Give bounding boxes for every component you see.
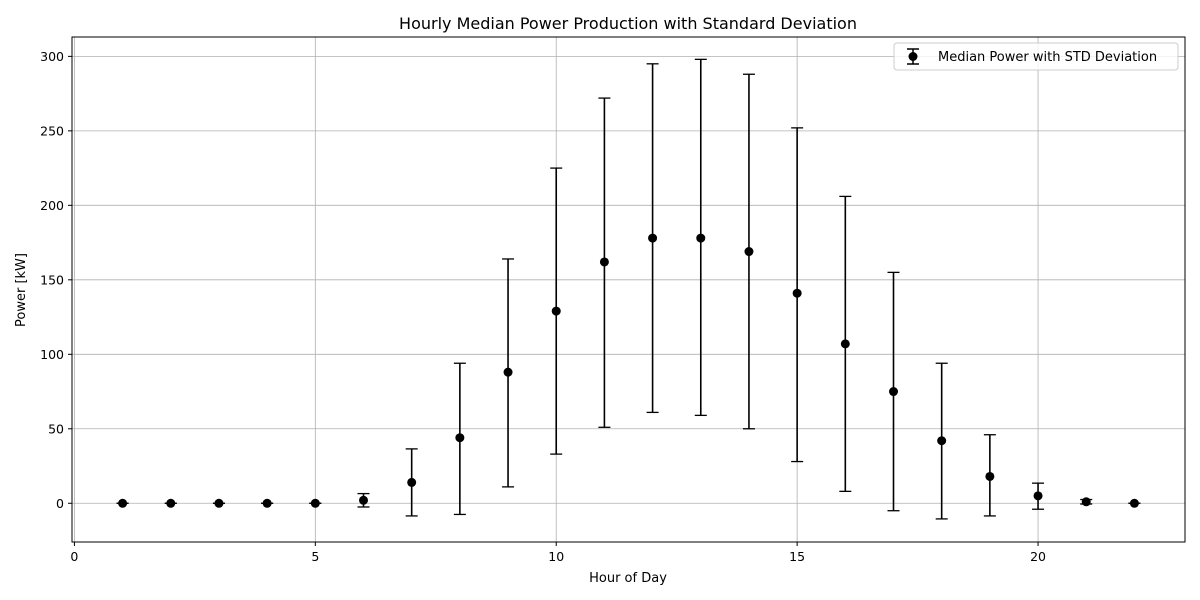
y-tick-label: 150 [40,272,64,287]
data-point [937,436,947,446]
legend-marker-icon [908,52,918,61]
x-tick-label: 0 [70,549,78,564]
data-point [648,233,658,243]
x-tick-label: 20 [1030,549,1046,564]
data-point [262,498,272,508]
data-point [166,498,176,508]
data-point [310,498,320,508]
y-axis-label: Power [kW] [14,253,29,327]
y-tick-label: 300 [40,49,64,64]
legend-entry-label: Median Power with STD Deviation [938,50,1157,65]
data-point [696,233,706,243]
data-point [744,247,754,257]
data-point [1033,491,1043,501]
plot-frame [71,36,1186,543]
data-point [214,498,224,508]
y-tick-label: 50 [48,421,64,436]
data-point [407,477,417,487]
y-tick-label: 100 [40,347,64,362]
data-point [1129,498,1139,508]
x-tick-label: 15 [789,549,805,564]
chart-title: Hourly Median Power Production with Stan… [399,14,857,33]
data-point [359,495,368,505]
grid [72,37,1185,542]
data-point [985,471,995,481]
legend: Median Power with STD Deviation [893,42,1179,71]
legend-box [893,42,1179,71]
data-point [551,306,561,316]
data-point [840,339,850,349]
data-point [599,257,609,267]
data-series [116,58,1141,520]
data-point [792,288,802,298]
x-axis-label: Hour of Day [589,571,667,586]
x-tick-label: 10 [548,549,564,564]
data-point [1081,497,1091,507]
y-tick-label: 0 [56,496,64,511]
data-point [455,433,465,443]
data-point [889,387,898,397]
y-tick-label: 250 [40,123,64,138]
x-tick-label: 5 [311,549,319,564]
y-tick-label: 200 [40,198,64,213]
data-point [503,367,513,377]
data-point [118,498,128,508]
